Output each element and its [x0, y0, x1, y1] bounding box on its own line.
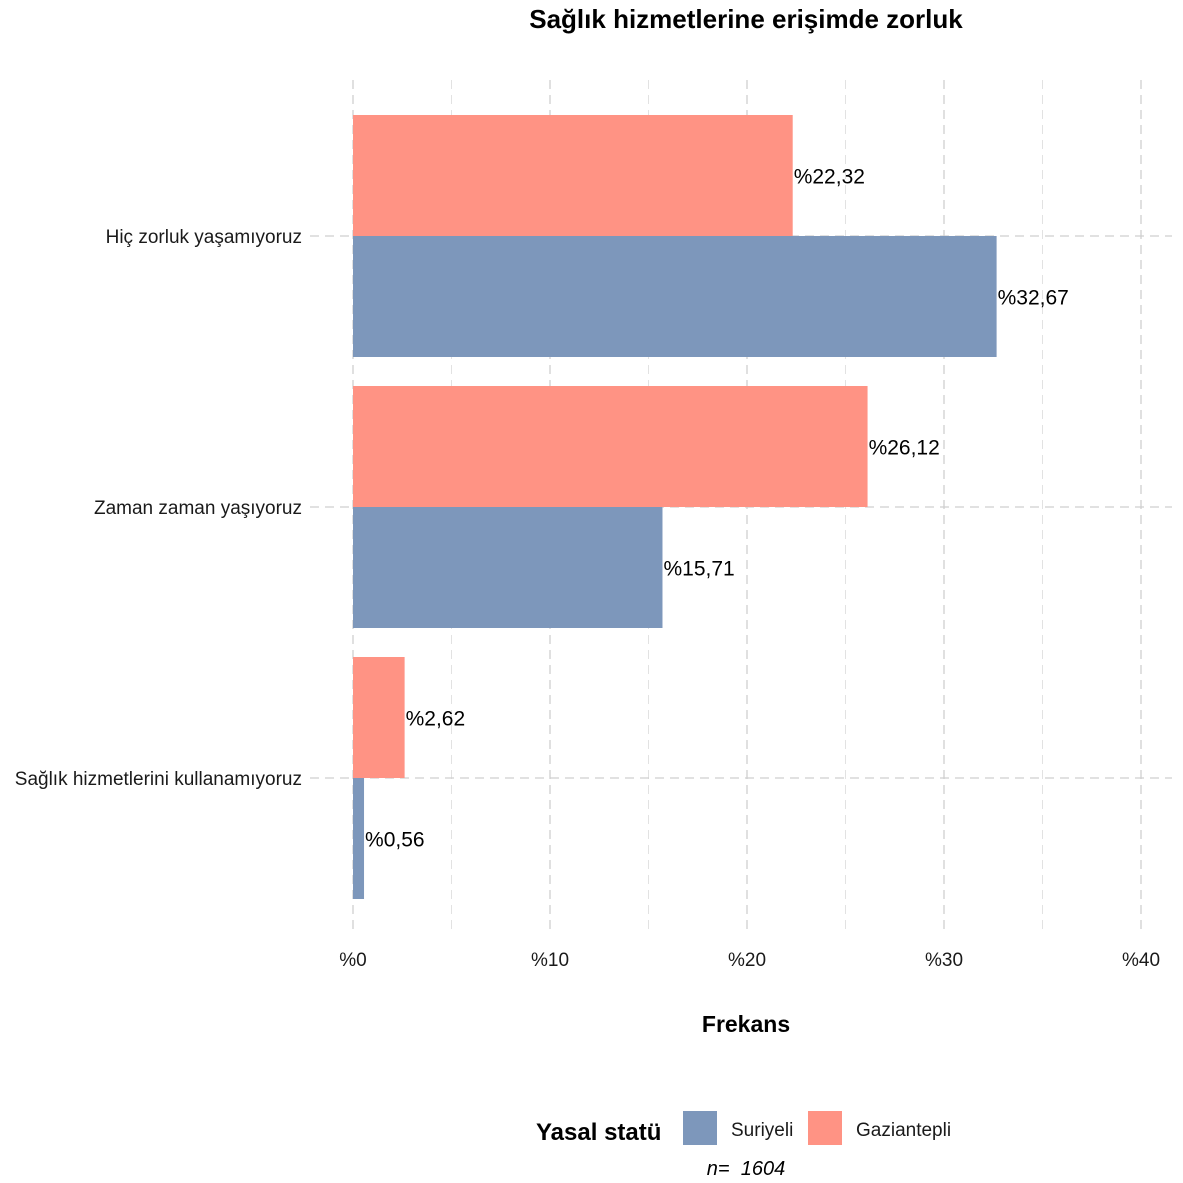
data-label-suriyeli-1: %32,67 — [998, 287, 1069, 310]
x-tick-label: %20 — [728, 950, 766, 971]
bar-gaziantepli-2 — [353, 386, 868, 507]
legend: Yasal statü Suriyeli Gaziantepli — [536, 1111, 951, 1146]
data-label-gaziantepli-3: %2,62 — [406, 708, 466, 731]
x-axis-ticks: %0 %10 %20 %30 %40 — [339, 950, 1160, 971]
x-axis-title: Frekans — [702, 1011, 790, 1037]
category-label: Sağlık hizmetlerini kullanamıyoruz — [15, 769, 302, 790]
category-label: Hiç zorluk yaşamıyoruz — [106, 227, 302, 248]
legend-label-gaziantepli: Gaziantepli — [856, 1120, 951, 1141]
bar-suriyeli-1 — [353, 236, 997, 357]
legend-swatch-suriyeli — [683, 1111, 717, 1145]
legend-swatch-gaziantepli — [808, 1111, 842, 1145]
data-label-suriyeli-3: %0,56 — [365, 829, 425, 852]
bar-gaziantepli-3 — [353, 657, 405, 778]
sample-size-caption: n= 1604 — [707, 1158, 785, 1180]
legend-label-suriyeli: Suriyeli — [731, 1120, 793, 1141]
x-tick-label: %40 — [1122, 950, 1160, 971]
data-labels: %22,32 %32,67 %26,12 %15,71 %2,62 %0,56 — [365, 166, 1069, 852]
data-label-gaziantepli-1: %22,32 — [794, 166, 865, 189]
bar-suriyeli-2 — [353, 507, 663, 628]
data-label-suriyeli-2: %15,71 — [663, 558, 734, 581]
category-labels: Hiç zorluk yaşamıyoruz Zaman zaman yaşıyo… — [15, 227, 302, 790]
category-label: Zaman zaman yaşıyoruz — [94, 498, 302, 519]
x-tick-label: %0 — [339, 950, 366, 971]
bars — [353, 115, 997, 899]
bar-gaziantepli-1 — [353, 115, 793, 236]
data-label-gaziantepli-2: %26,12 — [869, 437, 940, 460]
bar-suriyeli-3 — [353, 778, 365, 899]
x-tick-label: %10 — [531, 950, 569, 971]
x-tick-label: %30 — [925, 950, 963, 971]
chart-title: Sağlık hizmetlerine erişimde zorluk — [529, 4, 963, 34]
legend-title: Yasal statü — [536, 1119, 661, 1146]
